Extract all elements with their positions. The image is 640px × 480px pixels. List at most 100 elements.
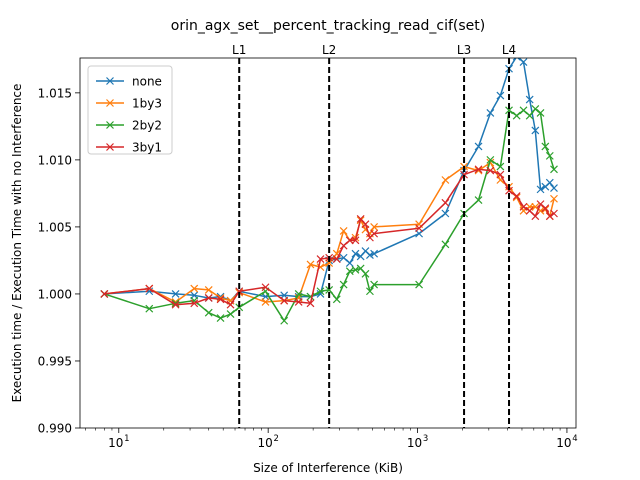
data-point-2by2-23 [441, 240, 450, 249]
data-point-2by2-27 [496, 162, 505, 171]
data-point-none-16 [345, 259, 354, 268]
data-point-2by2-14 [332, 295, 341, 304]
data-point-3by1-19 [361, 220, 370, 229]
data-point-1by3-21 [370, 222, 379, 231]
x-tick-label-2: 10 [407, 436, 422, 450]
data-point-3by1-25 [474, 165, 483, 174]
data-point-2by2-22 [415, 280, 424, 289]
x-tick-label-1: 10 [258, 436, 273, 450]
legend-label-2by2: 2by2 [132, 119, 162, 133]
data-point-1by3-11 [306, 260, 315, 269]
x-axis-label: Size of Interference (KiB) [253, 461, 403, 475]
legend-marker-none [106, 77, 114, 85]
data-point-none-27 [496, 91, 505, 100]
x-tick-label-3: 10 [556, 436, 571, 450]
data-point-2by2-32 [531, 105, 540, 113]
data-point-3by1-32 [531, 212, 540, 221]
data-point-3by1-29 [512, 192, 521, 201]
vline-label-L2: L2 [322, 43, 336, 57]
x-tick-exponent-1: 2 [273, 434, 278, 444]
y-tick-label-1: 0.995 [38, 354, 72, 368]
data-point-1by3-15 [339, 227, 348, 235]
data-point-1by3-4 [204, 285, 213, 294]
data-point-3by1-30 [519, 202, 528, 211]
x-tick-exponent-3: 4 [572, 434, 577, 444]
data-point-3by1-3 [190, 299, 199, 308]
data-point-3by1-1 [145, 284, 154, 293]
data-point-2by2-31 [525, 111, 534, 120]
vline-label-L1: L1 [232, 43, 246, 57]
data-point-3by1-6 [226, 300, 235, 309]
data-point-2by2-20 [366, 287, 374, 296]
legend-marker-3by1 [106, 143, 114, 151]
data-point-2by2-26 [486, 155, 495, 164]
data-point-2by2-29 [512, 111, 521, 120]
data-point-3by1-8 [261, 283, 270, 292]
data-point-none-30 [519, 58, 528, 66]
data-point-2by2-34 [541, 142, 550, 151]
data-point-none-25 [474, 142, 483, 151]
data-point-3by1-10 [294, 298, 303, 306]
data-point-1by3-36 [550, 194, 558, 203]
data-point-2by2-12 [316, 287, 325, 296]
chart-title: orin_agx_set__percent_tracking_read_cif(… [171, 18, 486, 34]
data-point-3by1-16 [345, 236, 354, 245]
data-point-2by2-33 [536, 109, 545, 117]
data-point-none-31 [525, 95, 534, 104]
vline-label-L4: L4 [502, 43, 516, 57]
data-point-2by2-35 [545, 151, 554, 160]
data-point-2by2-21 [370, 280, 379, 289]
x-tick-exponent-2: 3 [423, 434, 428, 444]
data-point-2by2-1 [145, 304, 154, 313]
legend-marker-2by2 [106, 121, 114, 129]
data-point-none-23 [441, 209, 450, 218]
data-point-1by3-8 [261, 298, 270, 306]
data-point-none-32 [531, 126, 540, 135]
data-point-2by2-19 [361, 269, 370, 278]
data-point-2by2-5 [216, 314, 225, 322]
y-tick-label-3: 1.005 [38, 220, 72, 234]
y-tick-label-5: 1.015 [38, 86, 72, 100]
x-tick-label-0: 10 [108, 436, 123, 450]
plot-area: 10 1 10 2 10 3 10 40.9900.9951.0001.0051.0101.0… [38, 43, 578, 450]
y-tick-label-2: 1.000 [38, 287, 72, 301]
data-point-2by2-4 [204, 308, 213, 317]
data-point-3by1-14 [332, 255, 341, 264]
data-point-2by2-7 [235, 303, 244, 312]
data-point-3by1-22 [415, 224, 424, 233]
data-point-none-33 [536, 185, 545, 194]
data-point-3by1-28 [505, 186, 513, 195]
data-point-none-17 [351, 249, 360, 258]
data-point-3by1-23 [441, 198, 450, 207]
legend-label-none: none [132, 75, 162, 89]
data-point-3by1-21 [370, 229, 379, 238]
data-point-3by1-2 [171, 300, 180, 309]
data-point-3by1-9 [280, 296, 289, 305]
data-point-3by1-17 [351, 236, 360, 245]
legend-box [87, 65, 173, 155]
data-point-2by2-6 [226, 310, 235, 318]
data-point-none-35 [545, 178, 554, 187]
data-point-none-21 [370, 249, 379, 258]
legend: none 1by3 2by2 3by1 [87, 65, 173, 155]
data-point-3by1-4 [204, 294, 213, 302]
data-point-3by1-36 [550, 209, 558, 218]
data-point-2by2-10 [294, 290, 303, 298]
legend-marker-1by3 [106, 99, 114, 107]
series-group [100, 58, 558, 325]
data-point-3by1-5 [216, 295, 225, 304]
data-point-1by3-23 [441, 176, 450, 184]
data-point-3by1-12 [316, 255, 325, 264]
data-point-2by2-15 [339, 280, 348, 289]
data-point-none-29 [512, 58, 521, 61]
data-point-2by2-2 [171, 299, 180, 308]
data-point-3by1-7 [235, 287, 244, 296]
data-point-3by1-35 [545, 212, 554, 221]
data-point-2by2-28 [505, 106, 513, 115]
y-tick-label-4: 1.010 [38, 153, 72, 167]
data-point-3by1-27 [496, 170, 505, 179]
data-point-none-2 [171, 290, 180, 298]
legend-label-1by3: 1by3 [132, 97, 162, 111]
data-point-2by2-13 [325, 285, 334, 294]
